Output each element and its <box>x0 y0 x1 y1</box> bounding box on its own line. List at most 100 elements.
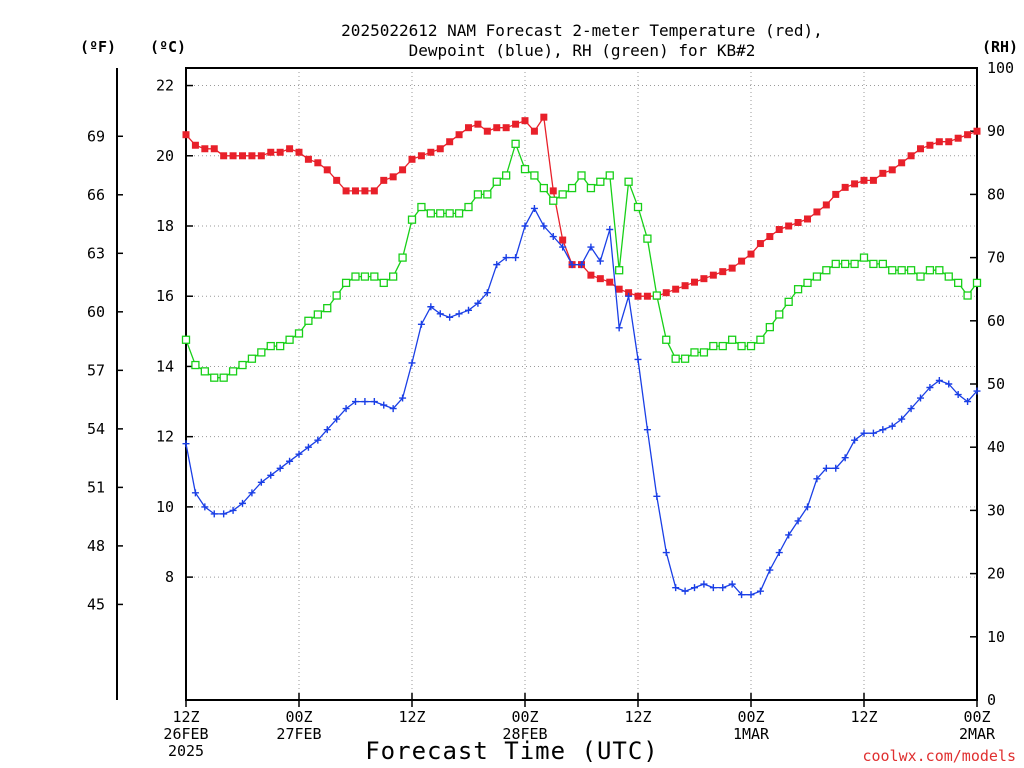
temperature-point <box>493 124 501 132</box>
left-unit-fahrenheit: (ºF) <box>80 38 116 56</box>
dewpoint-point <box>917 394 924 402</box>
dewpoint-point <box>493 261 501 269</box>
dewpoint-point <box>841 454 849 462</box>
dewpoint-point <box>191 489 199 497</box>
axes <box>116 67 978 707</box>
dewpoint-point <box>662 549 670 557</box>
rh-point <box>906 266 916 275</box>
fahrenheit-tick-label: 54 <box>87 420 105 438</box>
rh-point <box>690 348 699 357</box>
dewpoint-point <box>964 398 972 406</box>
temperature-point <box>220 152 228 160</box>
rh-point <box>426 209 435 218</box>
dewpoint-point <box>352 398 359 406</box>
rh-point <box>812 272 822 281</box>
dewpoint-point <box>549 233 557 241</box>
rh-point <box>407 215 417 224</box>
dewpoint-point <box>672 584 680 592</box>
temperature-point <box>775 226 783 234</box>
celsius-tick-label: 14 <box>156 357 174 375</box>
temperature-point <box>822 201 830 209</box>
temperature-point <box>455 131 463 139</box>
temperature-point <box>907 152 915 160</box>
rh-point <box>925 266 935 275</box>
dewpoint-point <box>691 584 698 592</box>
rh-point <box>944 272 953 281</box>
temperature-point <box>681 282 689 290</box>
rh-point <box>351 272 360 281</box>
temperature-point <box>483 127 491 135</box>
x-tick-label: 2025 <box>168 742 204 760</box>
temperature-line <box>185 115 978 297</box>
dewpoint-point <box>615 324 623 332</box>
rh-tick-label: 80 <box>987 185 1005 203</box>
celsius-tick-label: 16 <box>156 287 174 305</box>
dewpoint-point <box>606 226 614 234</box>
rh-point <box>897 266 906 275</box>
rh-point <box>737 341 746 351</box>
dewpoint-point <box>248 489 256 497</box>
temperature-point <box>257 152 265 160</box>
dewpoint-point <box>201 503 209 511</box>
rh-point <box>746 341 756 351</box>
temperature-point <box>333 176 341 184</box>
temperature-point <box>615 285 623 293</box>
rh-point <box>671 354 680 363</box>
dewpoint-point <box>587 243 595 251</box>
rh-point <box>370 272 379 281</box>
temperature-point <box>625 289 633 297</box>
rh-point <box>793 285 803 294</box>
rh-point <box>294 329 304 338</box>
rh-point <box>728 335 737 344</box>
dewpoint-point <box>427 303 435 311</box>
x-tick-label: 26FEB <box>163 725 208 743</box>
rh-point <box>511 139 520 148</box>
left-unit-celsius: (ºC) <box>150 38 186 56</box>
rh-point <box>464 202 473 212</box>
temperature-point <box>898 159 906 167</box>
rh-point <box>633 202 643 212</box>
rh-point <box>389 272 398 281</box>
dewpoint-point <box>832 464 840 472</box>
dewpoint-point <box>869 429 877 437</box>
dewpoint-point <box>182 440 190 448</box>
x-tick-label: 00Z <box>285 708 312 726</box>
fahrenheit-tick-label: 63 <box>87 244 105 262</box>
dewpoint-point <box>794 517 802 525</box>
rh-point <box>916 272 925 281</box>
temperature-point <box>813 208 821 216</box>
x-tick-label: 1MAR <box>733 725 770 743</box>
rh-point <box>502 171 511 180</box>
dewpoint-point <box>578 261 585 269</box>
rh-point <box>831 259 840 269</box>
dewpoint-point <box>756 587 764 595</box>
temperature-point <box>935 138 943 146</box>
dewpoint-point <box>465 306 472 314</box>
temperature-point <box>530 127 538 135</box>
dewpoint-point <box>455 310 463 318</box>
temperature-point <box>229 152 237 160</box>
dewpoint-point <box>719 584 727 592</box>
rh-tick-label: 100 <box>987 59 1014 77</box>
temperature-point <box>210 145 218 153</box>
rh-point <box>210 373 219 382</box>
rh-point <box>605 171 614 180</box>
temperature-point <box>587 271 595 279</box>
dewpoint-point <box>210 510 218 518</box>
rh-point <box>643 234 652 243</box>
rh-point <box>859 253 869 262</box>
rh-point <box>935 266 944 275</box>
temperature-point <box>408 155 416 163</box>
temperature-point <box>540 113 548 121</box>
rh-point <box>586 183 596 193</box>
chart-title-line-1: 2025022612 NAM Forecast 2-meter Temperat… <box>341 21 823 40</box>
rh-point <box>878 259 887 269</box>
dewpoint-point <box>399 394 407 402</box>
rh-tick-label: 60 <box>987 312 1005 330</box>
dewpoint-point <box>568 261 576 269</box>
credit-text: coolwx.com/models <box>862 747 1016 765</box>
dewpoint-point <box>446 313 454 321</box>
temperature-point <box>945 138 953 146</box>
dewpoint-point <box>540 222 548 230</box>
dewpoint-point <box>408 359 416 367</box>
